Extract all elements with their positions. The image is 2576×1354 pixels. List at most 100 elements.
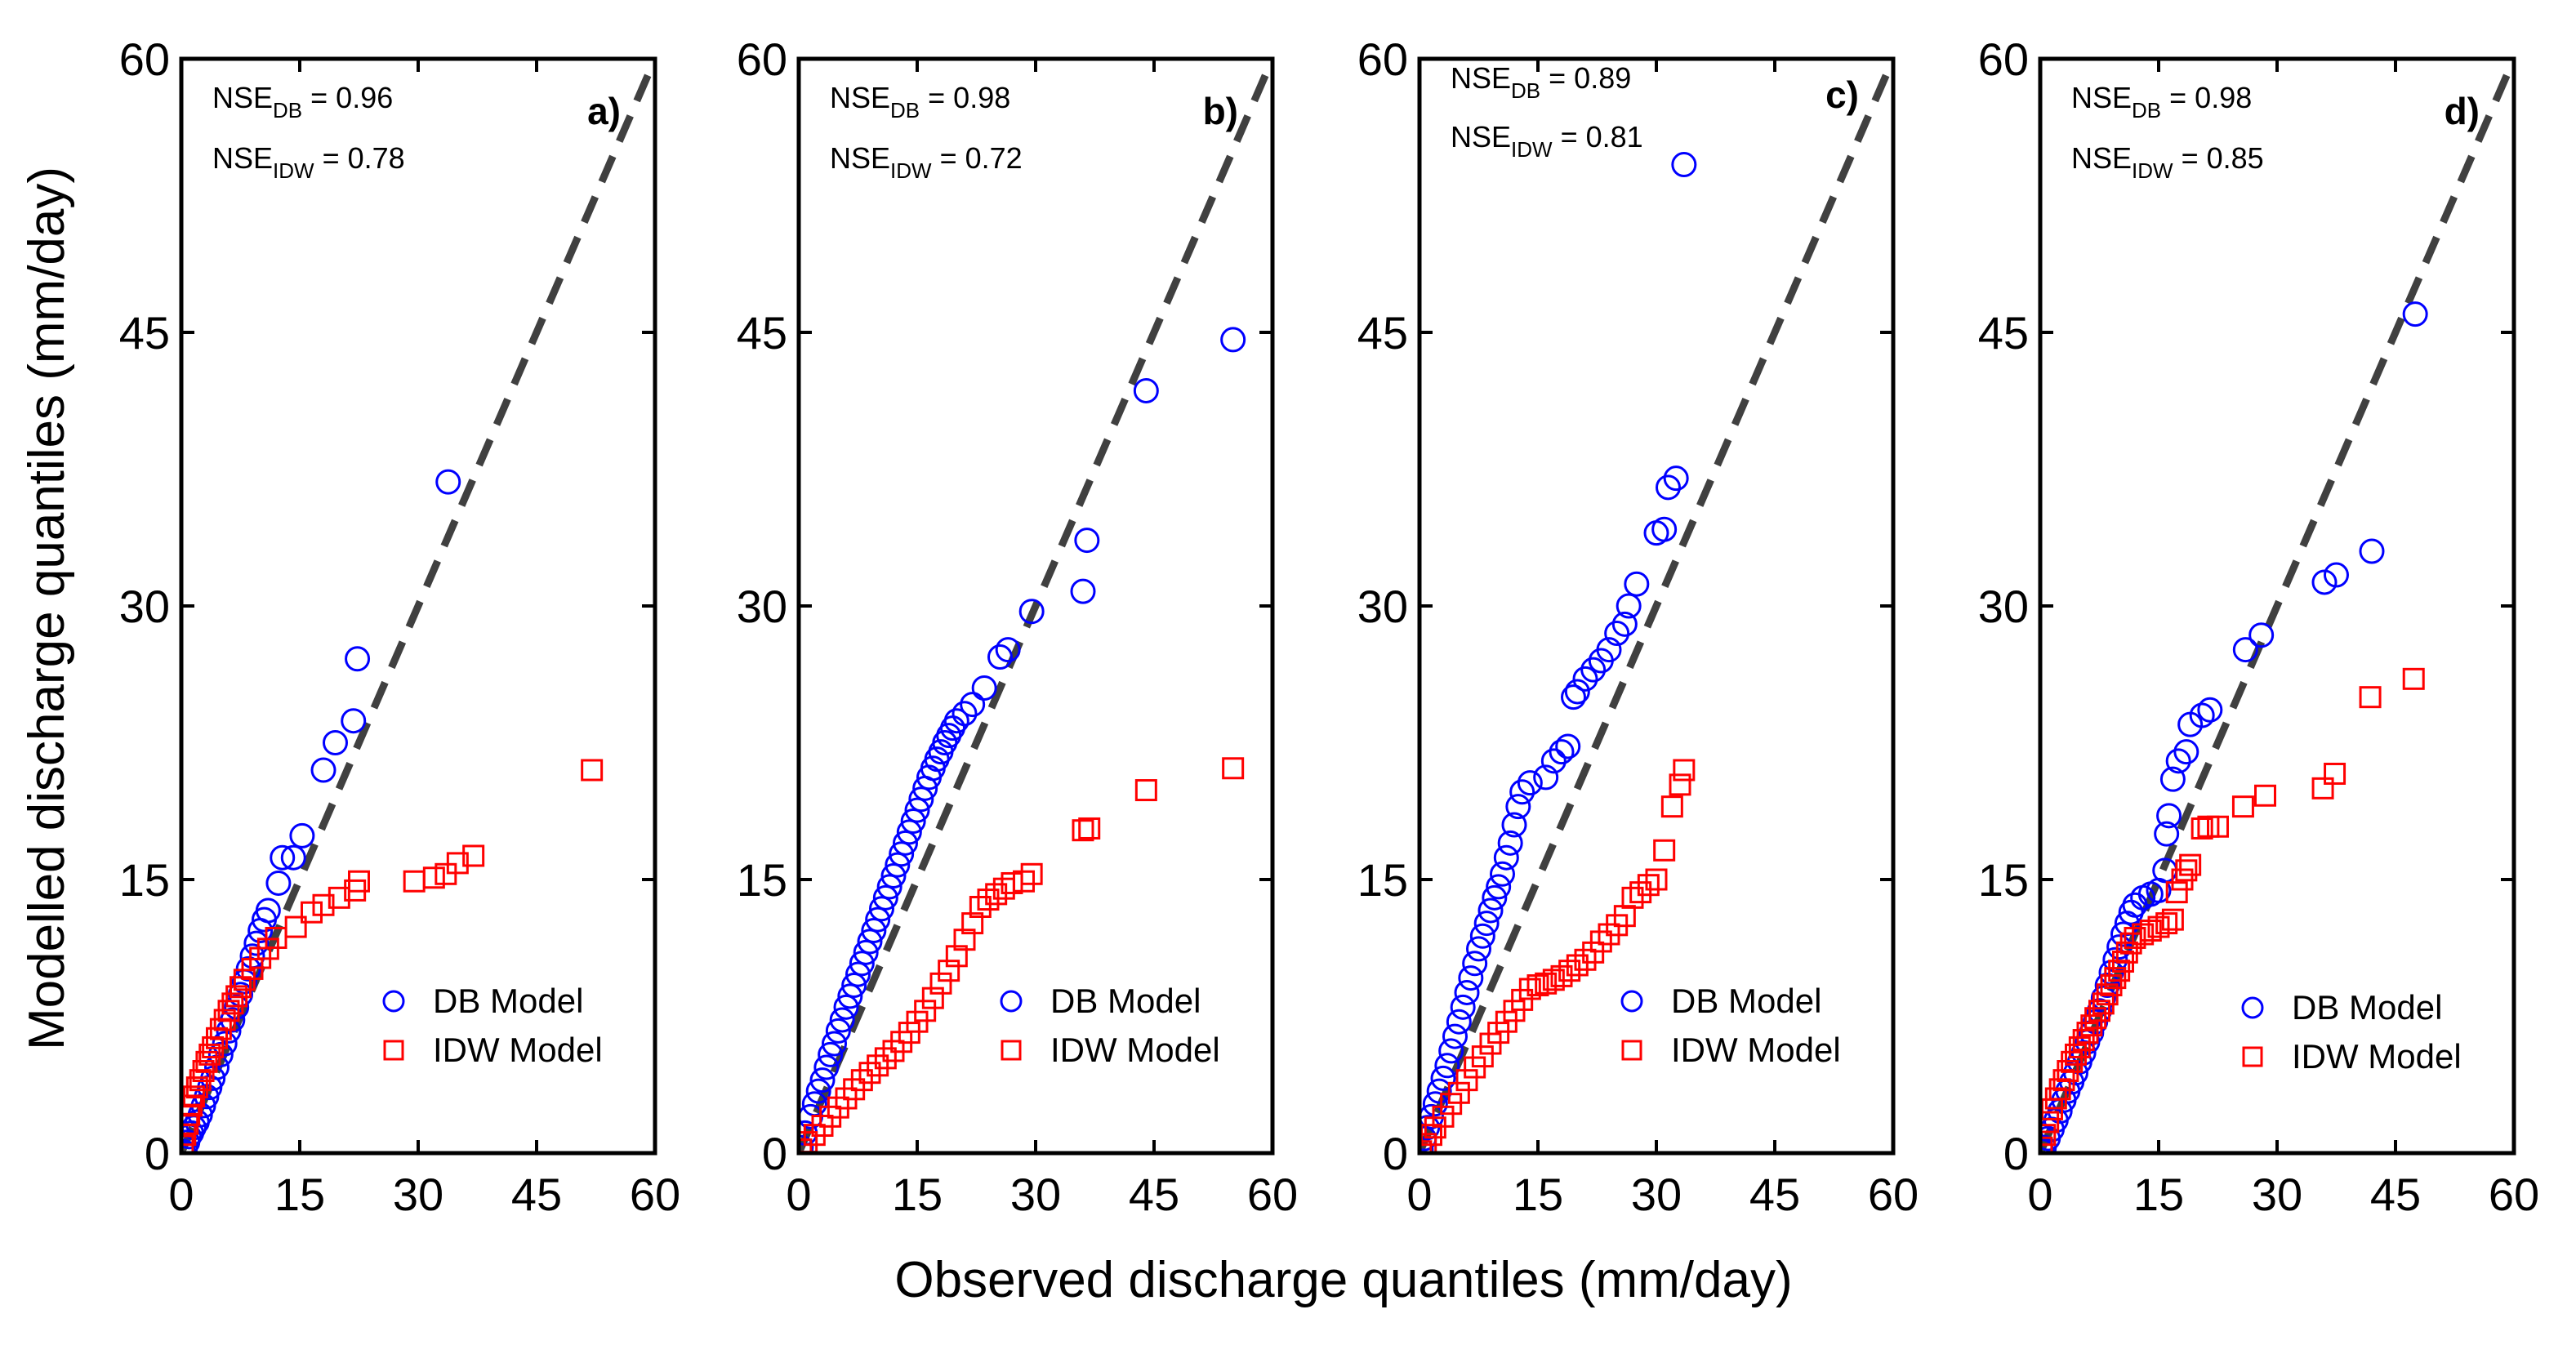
db-point: [1458, 965, 1484, 991]
nse-annotation: NSEIDW = 0.81: [1451, 120, 1643, 162]
legend-marker-db: [1620, 990, 1643, 1013]
nse-subscript: DB: [890, 98, 920, 122]
idw-point: [921, 987, 944, 1009]
db-point: [1555, 733, 1581, 759]
nse-value: = 0.78: [314, 141, 405, 175]
idw-point: [969, 896, 992, 918]
nse-annotation: NSEIDW = 0.85: [2071, 141, 2264, 183]
db-point: [1446, 1009, 1472, 1035]
db-point: [1533, 764, 1559, 791]
legend-label: DB Model: [1671, 982, 1821, 1020]
x-tick-label: 15: [2133, 1169, 2184, 1220]
nse-label: NSE: [830, 141, 890, 175]
db-point: [865, 906, 891, 933]
db-point: [1133, 377, 1159, 403]
db-point: [345, 646, 371, 672]
y-tick-label: 45: [1978, 307, 2029, 359]
db-point: [1564, 679, 1590, 705]
idw-point: [1660, 795, 1683, 818]
db-point: [825, 1018, 851, 1044]
idw-point: [446, 852, 469, 875]
idw-point: [945, 945, 968, 968]
db-point: [1663, 465, 1689, 492]
idw-point: [2040, 1111, 2060, 1134]
db-point: [833, 994, 859, 1020]
db-point: [1671, 152, 1697, 178]
idw-point: [2072, 1029, 2095, 1052]
idw-point: [1134, 779, 1157, 802]
db-point: [1422, 1091, 1448, 1117]
db-point: [1469, 923, 1495, 949]
db-point: [2248, 622, 2275, 648]
db-point: [2197, 697, 2223, 723]
idw-point: [2179, 853, 2202, 876]
db-point: [2232, 637, 2258, 663]
db-point: [1220, 327, 1246, 353]
idw-point: [195, 1050, 218, 1073]
y-tick-label: 0: [2003, 1128, 2029, 1179]
db-point: [900, 808, 926, 835]
x-tick-label: 0: [2027, 1169, 2052, 1220]
nse-label: NSE: [2071, 141, 2132, 175]
idw-point: [230, 976, 252, 999]
idw-point: [1653, 839, 1676, 862]
db-point: [869, 896, 894, 922]
db-point: [435, 469, 461, 495]
idw-point: [422, 866, 445, 889]
db-point: [1572, 666, 1598, 692]
legend-marker-db: [1000, 990, 1023, 1013]
y-tick-label: 0: [1383, 1128, 1408, 1179]
db-point: [2402, 301, 2428, 327]
x-tick-label: 0: [168, 1169, 194, 1220]
db-point: [857, 929, 883, 955]
nse-annotation: NSEDB = 0.98: [830, 81, 1010, 122]
db-point: [1611, 611, 1638, 637]
y-tick-label: 30: [1357, 581, 1408, 632]
series-group: [1419, 152, 1697, 1153]
x-tick-label: 30: [1010, 1169, 1061, 1220]
x-tick-label: 30: [393, 1169, 443, 1220]
idw-point: [2068, 1036, 2091, 1058]
db-point: [341, 708, 367, 734]
nse-annotation: NSEIDW = 0.78: [212, 141, 405, 183]
x-tick-label: 60: [630, 1169, 680, 1220]
db-point: [2156, 803, 2182, 829]
idw-point: [929, 972, 952, 995]
idw-point: [2076, 1022, 2099, 1044]
x-tick-label: 45: [1129, 1169, 1179, 1220]
idw-point: [1020, 862, 1043, 885]
idw-point: [2065, 1043, 2087, 1066]
db-point: [280, 844, 306, 871]
db-point: [1450, 994, 1476, 1020]
db-point: [849, 951, 875, 977]
y-tick-label: 45: [1357, 307, 1408, 359]
db-point: [893, 830, 918, 856]
x-tick-label: 15: [892, 1169, 943, 1220]
db-point: [1651, 516, 1678, 542]
idw-point: [1589, 930, 1612, 953]
db-point: [1454, 979, 1480, 1005]
db-point: [829, 1007, 855, 1033]
db-point: [818, 1041, 844, 1067]
legend-marker-idw: [2242, 1046, 2263, 1067]
y-tick-label: 60: [119, 33, 170, 85]
db-point: [1517, 770, 1543, 796]
db-point: [837, 983, 863, 1009]
db-point: [2359, 538, 2385, 564]
nse-subscript: DB: [1511, 78, 1540, 103]
panel-label: b): [1203, 90, 1238, 132]
idw-point: [284, 915, 307, 938]
idw-point: [1455, 1069, 1478, 1092]
db-point: [822, 1031, 847, 1057]
db-point: [1596, 637, 1622, 663]
db-point: [1482, 884, 1508, 911]
db-point: [943, 708, 969, 734]
series-group: [181, 469, 604, 1153]
db-point: [889, 841, 915, 867]
db-point: [952, 701, 978, 727]
idw-point: [2040, 1124, 2057, 1147]
reference-line: [799, 59, 1272, 1153]
nse-label: NSE: [1451, 120, 1511, 154]
